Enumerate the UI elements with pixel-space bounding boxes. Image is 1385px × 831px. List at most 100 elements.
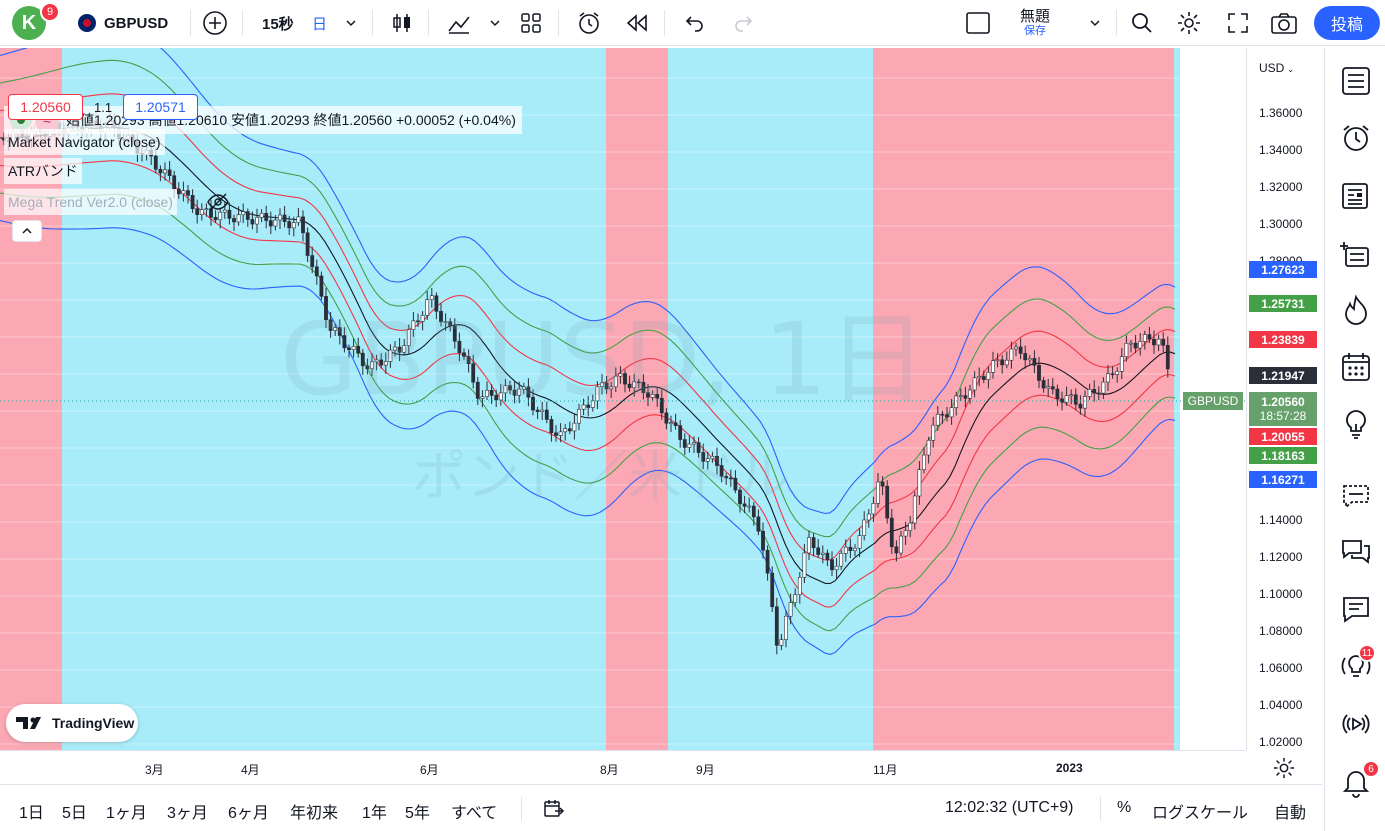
clock-timezone[interactable]: 12:02:32 (UTC+9)	[945, 799, 1074, 816]
currency-selector[interactable]: USD ⌄	[1259, 61, 1295, 75]
range-5d[interactable]: 5日	[62, 805, 87, 822]
candle-body	[485, 389, 489, 397]
publish-button[interactable]: 投稿	[1314, 6, 1380, 40]
alert-button[interactable]	[576, 0, 602, 46]
news-button[interactable]	[1340, 180, 1372, 212]
settings-button[interactable]	[1176, 0, 1202, 46]
symbol-search-button[interactable]: GBPUSD	[78, 0, 168, 46]
goto-date-button[interactable]	[543, 798, 565, 825]
candle-body	[310, 255, 315, 268]
candle-body	[273, 219, 278, 227]
chart-type-button[interactable]	[390, 0, 414, 46]
compare-add-button[interactable]	[202, 0, 228, 46]
calendar-button[interactable]	[1340, 351, 1372, 383]
layout-name: 無題	[1020, 8, 1051, 25]
candle-body	[383, 361, 388, 366]
messages-button[interactable]	[1340, 593, 1372, 625]
watchlist-button[interactable]	[1340, 65, 1372, 97]
range-ytd[interactable]: 年初来	[290, 805, 339, 822]
chats-button[interactable]	[1340, 536, 1372, 568]
range-6m[interactable]: 6ヶ月	[228, 805, 269, 822]
ideas-button[interactable]	[1340, 408, 1372, 440]
notification-badge: 9	[40, 2, 60, 22]
candle-body	[696, 442, 701, 453]
candle-body	[972, 377, 977, 391]
candle-body	[903, 530, 908, 537]
interval-dropdown[interactable]	[344, 0, 358, 46]
range-1d[interactable]: 1日	[19, 805, 44, 822]
candle-body	[917, 469, 922, 497]
fullscreen-button[interactable]	[1226, 0, 1250, 46]
indicators-dropdown[interactable]	[488, 0, 502, 46]
indicator-label-atr-bands[interactable]: ATRバンド	[4, 158, 82, 184]
notifications-button[interactable]	[1340, 766, 1372, 798]
axis-settings-button[interactable]	[1272, 756, 1296, 780]
candle-body	[342, 335, 347, 349]
range-1y[interactable]: 1年	[362, 805, 387, 822]
percent-scale-toggle[interactable]: %	[1117, 799, 1132, 816]
candle-body	[452, 325, 457, 342]
redo-button[interactable]	[732, 0, 754, 46]
candle-body	[719, 465, 724, 477]
band-price-label: 1.27623	[1249, 261, 1317, 278]
hotlists-button[interactable]	[1340, 294, 1372, 326]
candle-body	[1156, 338, 1161, 346]
candle-body	[480, 396, 485, 399]
candle-body	[728, 477, 733, 480]
log-scale-toggle[interactable]: ログスケール	[1152, 805, 1249, 822]
candle-body	[535, 409, 540, 412]
search-button[interactable]	[1130, 0, 1154, 46]
candle-body	[186, 190, 190, 196]
layout-save-button[interactable]: 無題 保存	[1020, 0, 1050, 46]
minds-button[interactable]	[1340, 480, 1372, 512]
tradingview-logo[interactable]: TradingView	[6, 704, 138, 742]
time-axis[interactable]: 3月 4月 6月 8月 9月 11月 2023	[0, 750, 1246, 784]
indicator-name: ATRバンド	[8, 163, 78, 179]
candle-body	[434, 295, 439, 312]
band-price-label: 1.18163	[1249, 447, 1317, 464]
candle-body	[1124, 343, 1129, 357]
candle-body	[991, 360, 995, 373]
range-5y[interactable]: 5年	[405, 805, 430, 822]
candle-body	[1142, 334, 1147, 342]
layout-button[interactable]	[965, 0, 991, 46]
streams-button[interactable]	[1340, 708, 1372, 740]
candle-body	[549, 419, 554, 434]
replay-button[interactable]	[624, 0, 650, 46]
candle-body	[843, 546, 848, 554]
candle-body	[153, 155, 158, 170]
alerts-button[interactable]	[1340, 122, 1372, 154]
range-1m[interactable]: 1ヶ月	[106, 805, 147, 822]
indicator-label-market-navigator[interactable]: Market Navigator (close)	[4, 129, 165, 155]
bid-price-box[interactable]: 1.20560	[8, 94, 83, 120]
candle-body	[724, 476, 729, 479]
candle-body	[811, 537, 816, 549]
snapshot-button[interactable]	[1270, 0, 1298, 46]
range-3m[interactable]: 3ヶ月	[167, 805, 208, 822]
ask-price-box[interactable]: 1.20571	[123, 94, 198, 120]
candle-body	[1060, 398, 1064, 403]
candle-body	[278, 214, 282, 221]
chart-pane[interactable]: GBPUSD, 1日 ポンド／米ドル ≈ 始値1.20293 高値1.20610…	[0, 48, 1246, 750]
interval-15s-button[interactable]: 15秒	[262, 0, 294, 46]
symbol-price-tag: GBPUSD	[1183, 392, 1243, 410]
collapse-legend-button[interactable]	[12, 220, 42, 242]
watchlist-details-button[interactable]	[1340, 238, 1372, 270]
candle-body	[471, 363, 476, 383]
range-all[interactable]: すべて	[451, 805, 498, 822]
auto-scale-toggle[interactable]: 自動	[1274, 805, 1307, 822]
candle-body	[825, 552, 830, 560]
templates-button[interactable]	[520, 0, 542, 46]
undo-button[interactable]	[684, 0, 706, 46]
candle-body	[443, 321, 448, 323]
price-axis[interactable]: USD ⌄ 1.36000 1.34000 1.32000 1.30000 1.…	[1246, 48, 1322, 750]
candle-body	[236, 214, 241, 223]
candle-body	[834, 565, 839, 571]
indicator-label-mega-trend[interactable]: Mega Trend Ver2.0 (close)	[4, 189, 177, 215]
layout-dropdown[interactable]	[1088, 0, 1102, 46]
hidden-eye-icon[interactable]	[206, 192, 230, 212]
indicators-button[interactable]	[446, 0, 472, 46]
bar-countdown: 18:57:28	[1259, 409, 1307, 423]
candle-body	[1119, 356, 1124, 372]
interval-1d-button[interactable]: 日	[312, 0, 327, 46]
